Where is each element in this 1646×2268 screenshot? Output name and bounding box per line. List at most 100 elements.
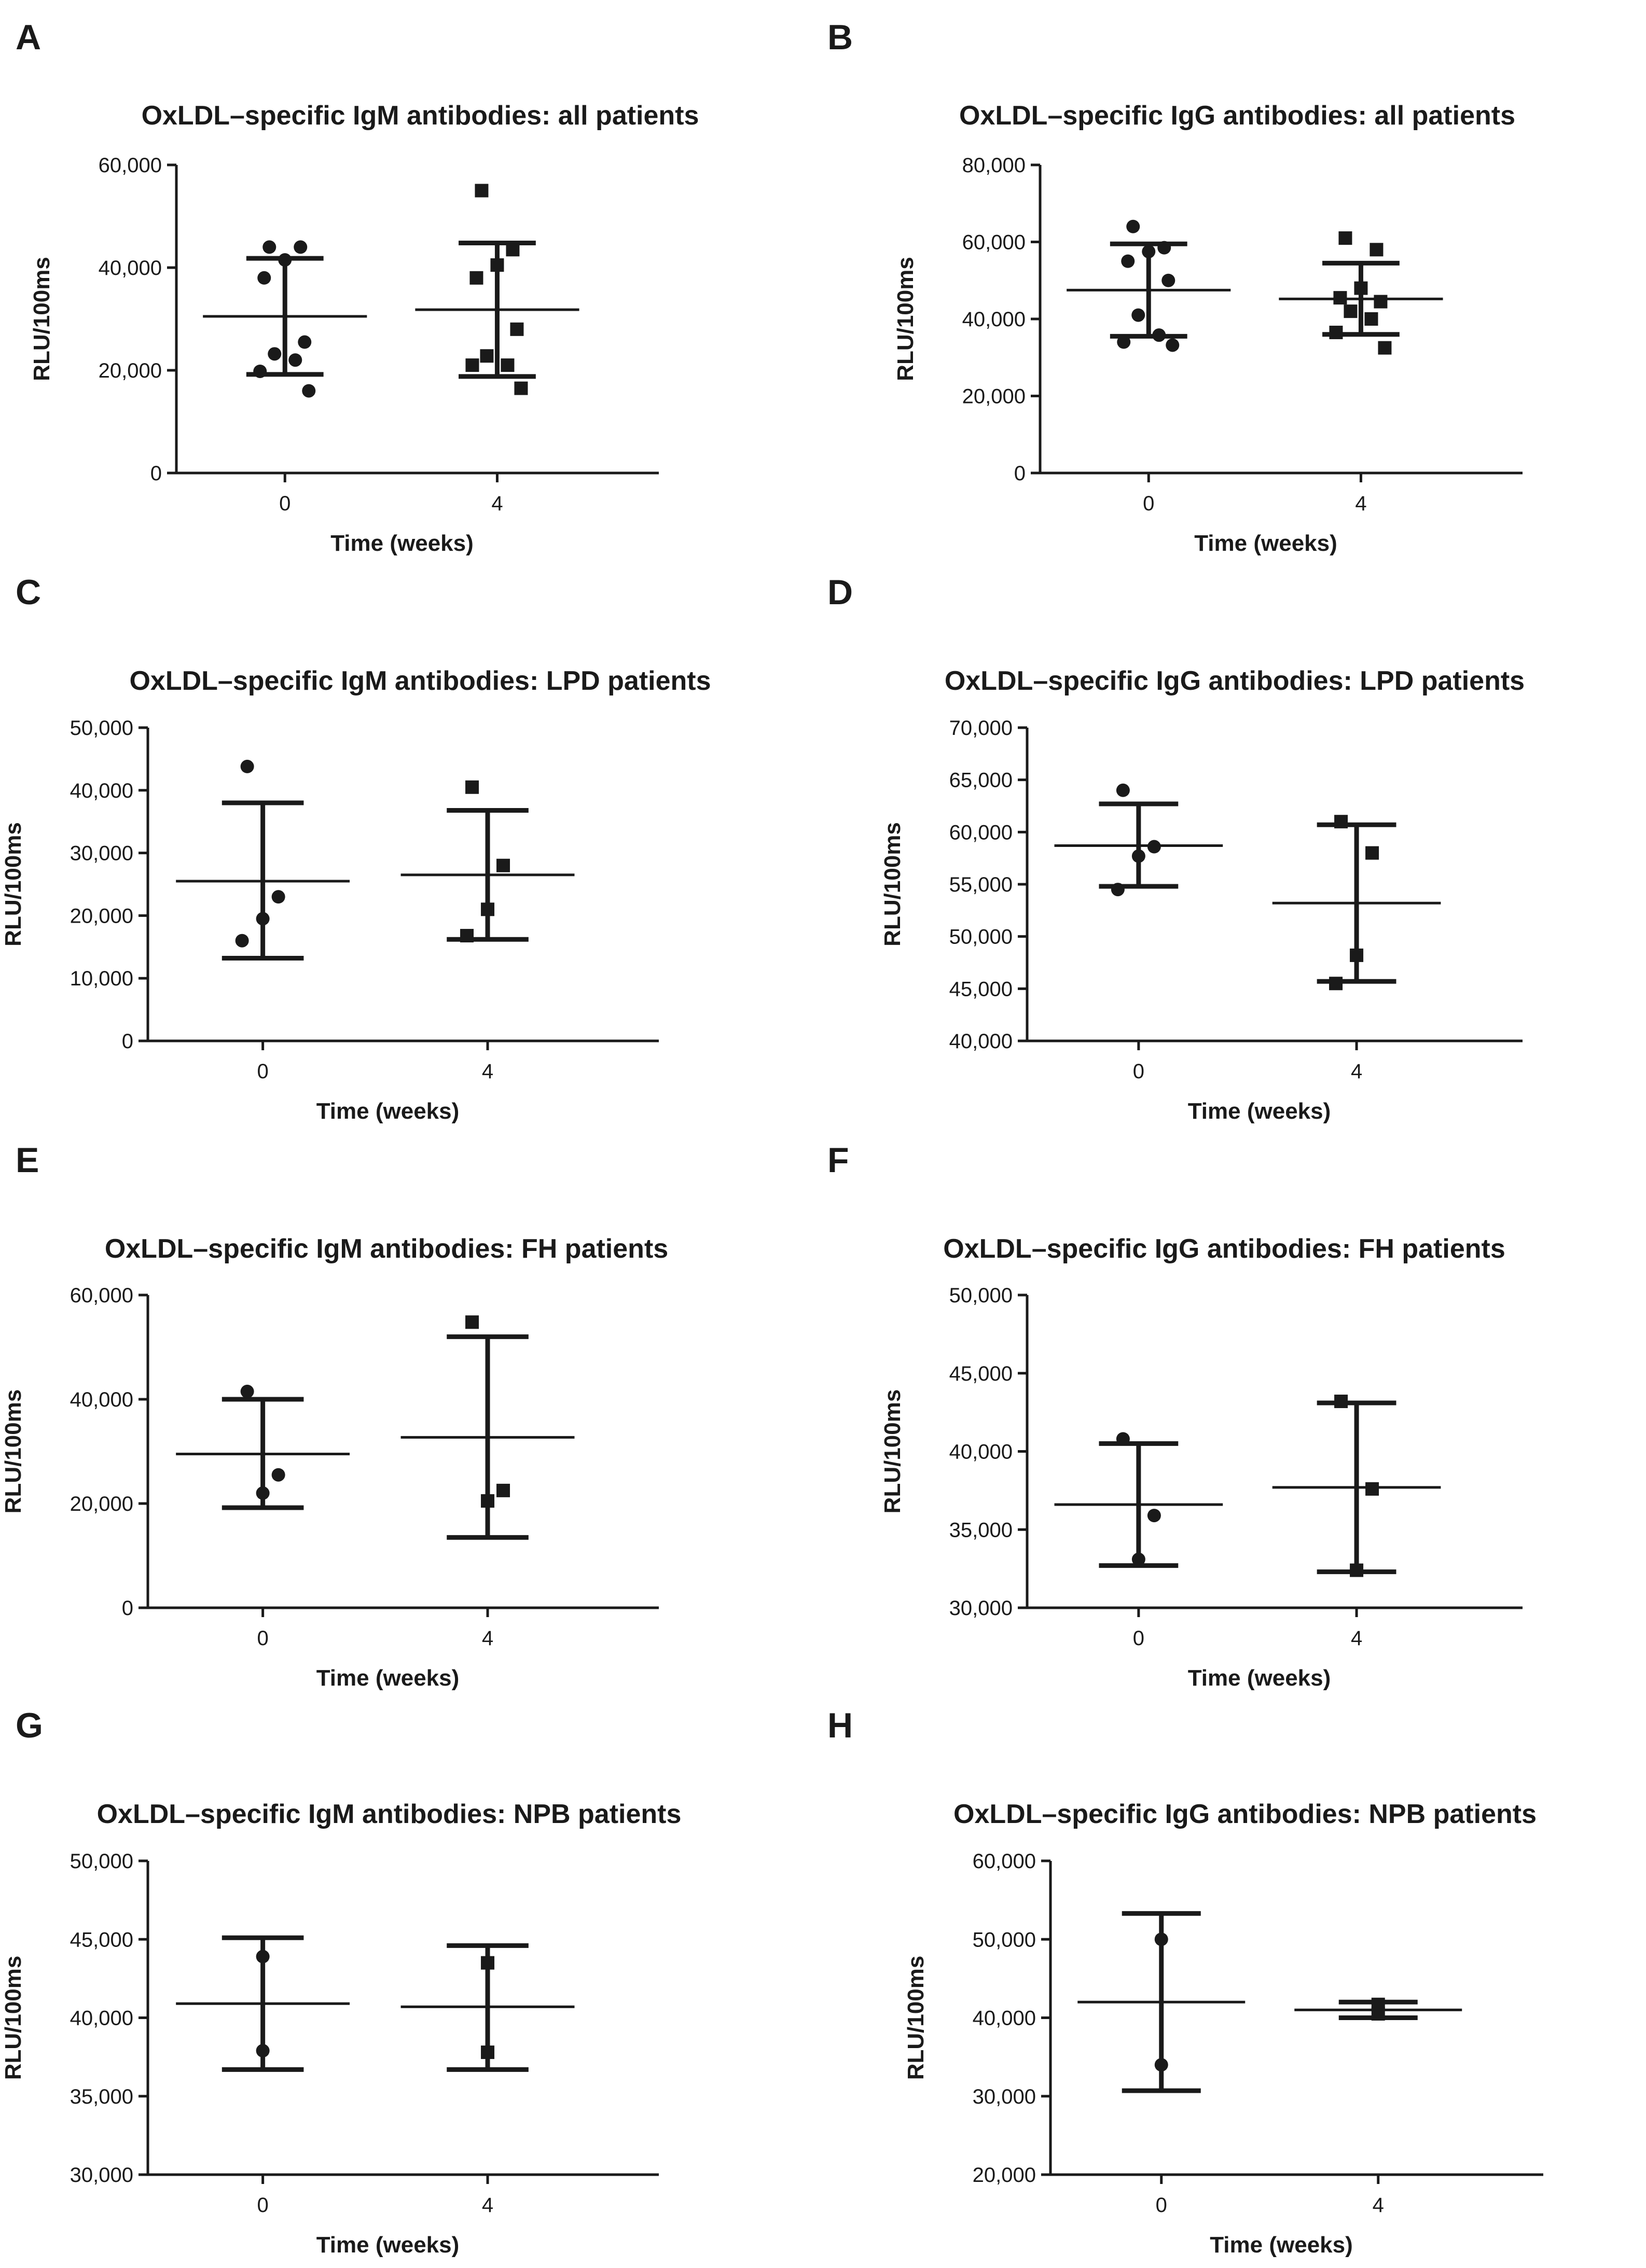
panel-d-y-tick-label: 60,000 — [949, 821, 1013, 844]
panel-a-point — [490, 258, 504, 272]
panel-c-point — [240, 759, 254, 773]
panel-d-y-tick-label: 55,000 — [949, 873, 1013, 896]
panel-b-point — [1126, 219, 1140, 233]
panel-e-point — [465, 1315, 479, 1329]
panel-d-title: OxLDL–specific IgG antibodies: LPD patie… — [945, 666, 1525, 696]
panel-b-y-tick-label: 60,000 — [962, 231, 1026, 254]
panel-c-point — [235, 934, 249, 948]
panel-h-point — [1154, 1932, 1168, 1946]
panel-a-point — [506, 243, 520, 257]
panel-c-point — [271, 890, 285, 904]
panel-g-y-tick-label: 50,000 — [70, 1850, 133, 1873]
panel-a-title: OxLDL–specific IgM antibodies: all patie… — [142, 101, 699, 131]
panel-h-y-label: RLU/100ms — [903, 1956, 929, 2080]
panel-b-title: OxLDL–specific IgG antibodies: all patie… — [959, 101, 1515, 131]
panel-e-y-tick-label: 40,000 — [70, 1388, 133, 1411]
panel-d-letter: D — [827, 573, 853, 612]
panel-e-x-tick-label: 0 — [257, 1627, 269, 1650]
panel-d-point — [1334, 815, 1348, 829]
panel-a-point — [278, 253, 292, 267]
panel-c-point — [465, 780, 479, 794]
panel-e-point — [496, 1483, 510, 1497]
panel-c: C OxLDL–specific IgM antibodies: LPD pati… — [1, 573, 711, 1124]
panel-c-x-tick-label: 4 — [482, 1060, 493, 1083]
panel-d-point — [1111, 883, 1125, 897]
panel-e-point — [240, 1384, 254, 1398]
panel-c-y-tick-label: 20,000 — [70, 905, 133, 927]
panel-g-x-tick-label: 0 — [257, 2194, 269, 2217]
panel-f-point — [1116, 1432, 1130, 1446]
panel-d-point — [1365, 846, 1379, 860]
panel-c-x-label: Time (weeks) — [316, 1098, 460, 1124]
panel-e-y-tick-label: 0 — [122, 1597, 133, 1620]
panel-e-point — [256, 1486, 270, 1500]
panel-a-y-tick-label: 20,000 — [99, 359, 162, 382]
panel-g-x-tick-label: 4 — [482, 2194, 493, 2217]
panel-b-point — [1378, 341, 1392, 355]
panel-a-point — [294, 240, 308, 254]
panel-d-point — [1329, 977, 1343, 991]
panel-f: F OxLDL–specific IgG antibodies: FH patie… — [827, 1140, 1523, 1691]
panel-g-point — [256, 2044, 270, 2058]
panel-e-title: OxLDL–specific IgM antibodies: FH patien… — [105, 1234, 668, 1264]
panel-f-x-tick-label: 4 — [1351, 1627, 1362, 1650]
panel-a-point — [298, 335, 312, 349]
panel-d-group-4 — [1272, 815, 1441, 991]
panel-a-point — [268, 347, 282, 361]
panel-a-point — [480, 349, 494, 363]
panel-b-y-tick-label: 40,000 — [962, 308, 1026, 331]
panel-a-letter: A — [16, 18, 41, 57]
panel-g-group-4 — [400, 1943, 575, 2072]
panel-g-point — [481, 1956, 495, 1970]
panel-b-point — [1157, 241, 1171, 255]
panel-f-y-tick-label: 40,000 — [949, 1441, 1013, 1464]
panel-c-y-tick-label: 10,000 — [70, 967, 133, 990]
panel-a-group-0 — [203, 240, 367, 398]
panel-b-y-tick-label: 0 — [1014, 462, 1026, 485]
panel-f-x-label: Time (weeks) — [1188, 1665, 1331, 1691]
panel-d-y-tick-label: 70,000 — [949, 717, 1013, 740]
panel-d-x-tick-label: 0 — [1133, 1060, 1144, 1083]
panel-g-y-tick-label: 45,000 — [70, 1928, 133, 1951]
panel-b-letter: B — [827, 18, 853, 57]
panel-b-group-4 — [1279, 231, 1443, 355]
panel-f-x-tick-label: 0 — [1133, 1627, 1144, 1650]
panel-d-point — [1116, 783, 1130, 797]
panel-g-letter: G — [16, 1706, 43, 1745]
panel-h-y-tick-label: 60,000 — [973, 1850, 1036, 1873]
panel-c-point — [496, 858, 510, 872]
panel-h-x-tick-label: 4 — [1373, 2194, 1384, 2217]
panel-a-x-tick-label: 0 — [279, 492, 291, 515]
panel-b-point — [1364, 312, 1378, 326]
panel-b-y-label: RLU/100ms — [893, 257, 918, 381]
panel-d-point — [1131, 849, 1145, 863]
panel-e: E OxLDL–specific IgM antibodies: FH patie… — [1, 1140, 668, 1691]
panel-g: G OxLDL–specific IgM antibodies: NPB pati… — [1, 1706, 681, 2258]
panel-f-y-tick-label: 35,000 — [949, 1519, 1013, 1541]
panel-g-y-tick-label: 40,000 — [70, 2007, 133, 2030]
panel-h-point — [1371, 2007, 1385, 2021]
panel-f-y-label: RLU/100ms — [880, 1389, 905, 1514]
panel-b-y-tick-label: 80,000 — [962, 154, 1026, 177]
panel-d-x-tick-label: 4 — [1351, 1060, 1362, 1083]
panel-d-y-tick-label: 65,000 — [949, 769, 1013, 792]
panel-d-y-tick-label: 40,000 — [949, 1030, 1013, 1053]
panel-g-x-label: Time (weeks) — [316, 2232, 460, 2258]
panel-a-y-tick-label: 0 — [150, 462, 162, 485]
panel-e-y-label: RLU/100ms — [1, 1389, 26, 1514]
panel-e-group-4 — [400, 1315, 575, 1540]
panel-a-x-tick-label: 4 — [491, 492, 503, 515]
panel-a-point — [288, 353, 302, 367]
panel-f-group-0 — [1054, 1432, 1223, 1568]
panel-b-point — [1131, 308, 1145, 322]
panel-b-point — [1374, 295, 1388, 309]
panel-h-y-tick-label: 50,000 — [973, 1928, 1036, 1951]
panel-b-point — [1344, 304, 1358, 318]
panel-h-group-4 — [1294, 1997, 1462, 2021]
panel-a-y-label: RLU/100ms — [29, 257, 54, 381]
panel-a-point — [510, 322, 524, 336]
panel-c-y-tick-label: 50,000 — [70, 717, 133, 740]
panel-b-point — [1329, 325, 1343, 339]
panel-f-y-tick-label: 50,000 — [949, 1284, 1013, 1307]
